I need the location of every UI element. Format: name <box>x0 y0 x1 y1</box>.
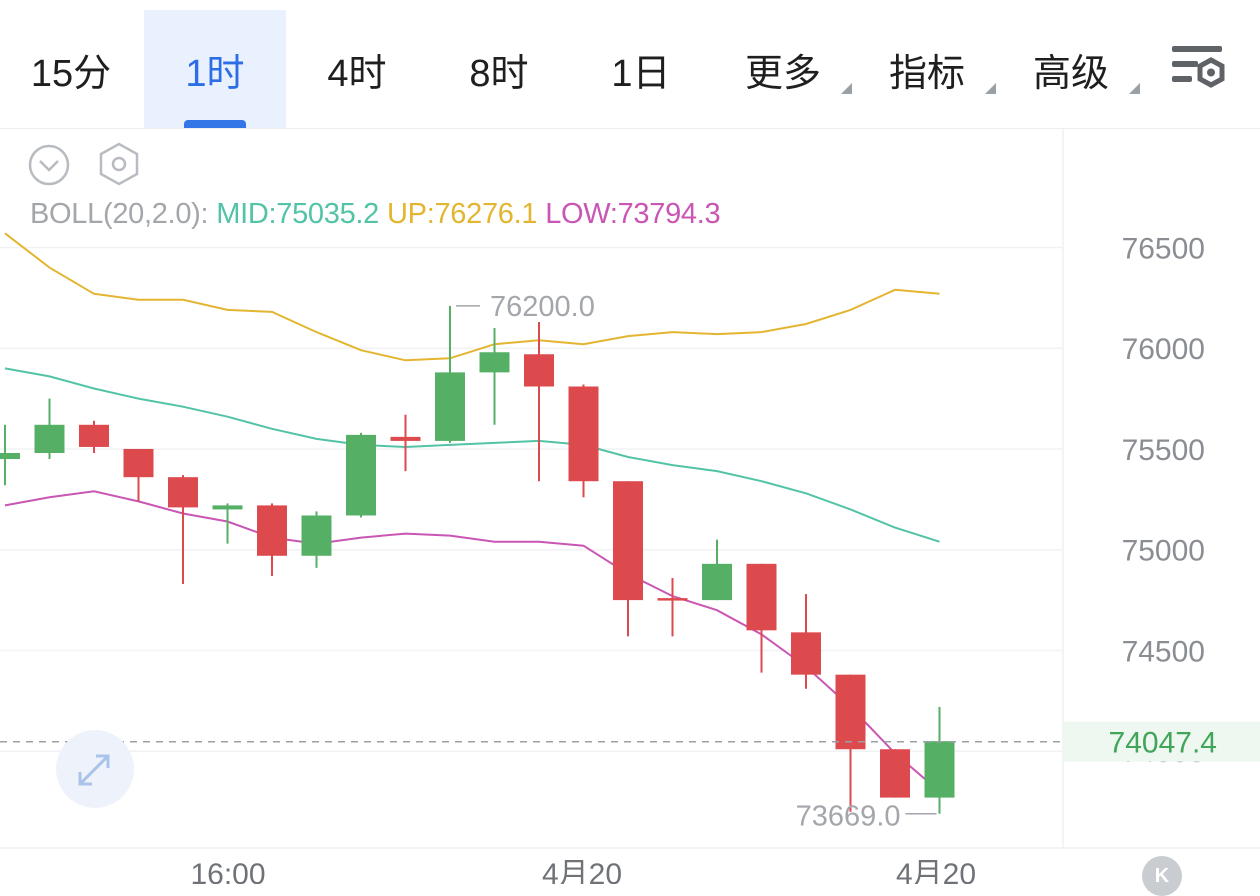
candle-body <box>746 563 777 631</box>
tab-15min[interactable]: 15分 <box>0 10 142 128</box>
candle-body <box>0 453 20 460</box>
candle-body <box>568 386 599 482</box>
candle-body <box>835 674 866 750</box>
tab-indicators[interactable]: 指标 <box>860 10 996 128</box>
k-badge-label: K <box>1154 864 1170 887</box>
k-badge-icon[interactable]: K <box>1142 856 1182 896</box>
dropdown-triangle-icon <box>985 83 996 94</box>
tab-1day-label: 1日 <box>611 52 671 95</box>
tab-advanced-label: 高级 <box>1032 52 1109 95</box>
current-price-badge <box>1064 721 1260 762</box>
boll-indicator-legend: BOLL(20,2.0): MID:75035.2 UP:76276.1 LOW:73… <box>30 198 728 231</box>
candle-body <box>346 434 376 516</box>
candle-body <box>924 741 955 798</box>
tab-8hour-label: 8时 <box>469 52 529 95</box>
candle-body <box>34 424 65 453</box>
y-tick-label: 75000 <box>1122 535 1205 568</box>
x-tick-label: 4月20 <box>542 858 622 884</box>
tab-more[interactable]: 更多 <box>716 10 852 128</box>
hexagon-settings-icon[interactable] <box>96 141 142 192</box>
high-price-label: 76200.0 <box>490 291 595 323</box>
boll-up-line <box>4 232 940 362</box>
boll-mid-line <box>4 367 940 543</box>
tab-advanced[interactable]: 高级 <box>1004 10 1140 128</box>
timeframe-tabs: 15分 1时 4时 8时 1日 更多 指标 高级 <box>0 0 1260 129</box>
candle-body <box>79 424 109 447</box>
candle-body <box>212 505 243 510</box>
boll-prefix: BOLL(20,2.0): <box>30 198 209 230</box>
low-price-label: 73669.0 <box>796 801 901 833</box>
tab-more-label: 更多 <box>744 52 821 95</box>
tab-8hour[interactable]: 8时 <box>428 10 570 128</box>
chart-settings-icon[interactable] <box>1168 42 1230 94</box>
x-tick-label: 4月20 <box>896 858 976 884</box>
candle-body <box>524 354 554 387</box>
tab-indicators-label: 指标 <box>888 52 965 95</box>
candle-body <box>791 632 821 675</box>
boll-low-line <box>4 490 941 793</box>
candle-body <box>123 448 154 478</box>
dropdown-triangle-icon <box>1129 83 1140 94</box>
candle-body <box>880 749 910 798</box>
dropdown-triangle-icon <box>841 83 852 94</box>
candle-body <box>301 515 332 556</box>
y-tick-label: 76000 <box>1122 333 1205 366</box>
candle-body <box>657 598 688 601</box>
chevron-down-circle-icon[interactable] <box>27 143 71 192</box>
tab-15min-label: 15分 <box>30 52 112 95</box>
boll-low-value: LOW:73794.3 <box>545 198 721 230</box>
candle-body <box>435 372 465 441</box>
tab-1hour-label: 1时 <box>185 52 245 95</box>
tab-4hour[interactable]: 4时 <box>286 10 428 128</box>
candle-body <box>613 481 643 601</box>
tab-1hour[interactable]: 1时 <box>144 10 286 128</box>
boll-mid-value: MID:75035.2 <box>216 198 380 230</box>
tab-4hour-label: 4时 <box>327 52 387 95</box>
candle-body <box>390 436 421 441</box>
active-tab-indicator <box>184 120 246 128</box>
candle-body <box>702 563 732 601</box>
y-tick-label: 75500 <box>1122 434 1205 467</box>
tab-1day[interactable]: 1日 <box>570 10 712 128</box>
candle-body <box>168 477 198 508</box>
candle-body <box>479 352 510 373</box>
x-tick-label: 16:00 <box>190 858 265 884</box>
y-tick-label: 74500 <box>1122 635 1205 668</box>
y-tick-label: 76500 <box>1122 232 1205 265</box>
expand-arrows-icon[interactable] <box>56 730 134 808</box>
boll-up-value: UP:76276.1 <box>387 198 538 230</box>
current-price-label: 74047.4 <box>1109 727 1217 760</box>
candle-body <box>257 505 287 556</box>
